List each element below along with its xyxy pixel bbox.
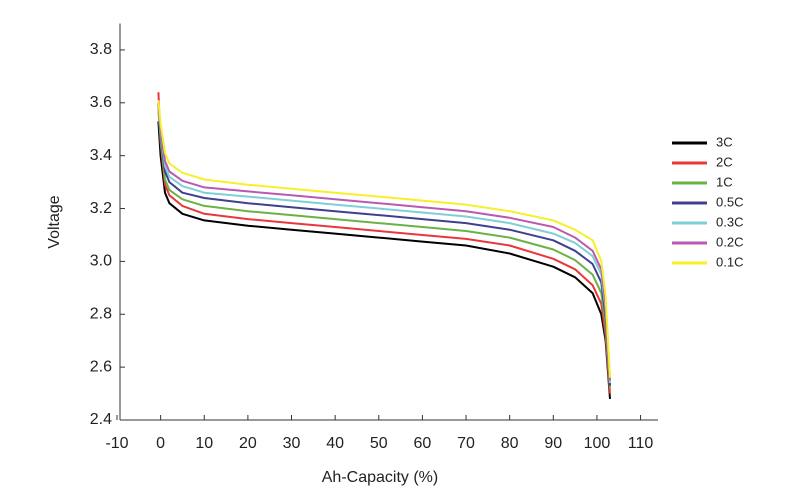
x-tick-label: 0 — [156, 435, 165, 452]
x-tick-label: -10 — [105, 435, 128, 452]
x-tick-label: 100 — [584, 435, 611, 452]
y-tick-label: 2.8 — [90, 305, 112, 322]
y-axis-label: Voltage — [46, 195, 63, 248]
legend-label: 3C — [716, 134, 733, 149]
x-tick-label: 80 — [501, 435, 519, 452]
series-line — [157, 110, 611, 389]
series-line — [157, 92, 611, 394]
x-tick-label: 10 — [195, 435, 213, 452]
y-tick-label: 2.6 — [90, 358, 112, 375]
x-tick-label: 90 — [544, 435, 562, 452]
y-tick-label: 3.6 — [90, 94, 112, 111]
series-line — [157, 100, 611, 378]
series-line — [157, 102, 611, 386]
series-line — [157, 105, 611, 381]
legend-label: 0.1C — [716, 254, 743, 269]
legend-label: 0.3C — [716, 214, 743, 229]
y-tick-label: 3.0 — [90, 253, 112, 270]
y-tick-label: 3.8 — [90, 41, 112, 58]
x-tick-label: 60 — [414, 435, 432, 452]
y-tick-label: 3.2 — [90, 200, 112, 217]
x-tick-label: 70 — [457, 435, 475, 452]
legend-label: 2C — [716, 154, 733, 169]
x-tick-label: 30 — [283, 435, 301, 452]
x-tick-label: 20 — [239, 435, 257, 452]
legend-label: 0.5C — [716, 194, 743, 209]
y-tick-label: 2.4 — [90, 411, 112, 428]
x-tick-label: 50 — [370, 435, 388, 452]
y-tick-label: 3.4 — [90, 147, 112, 164]
legend-label: 1C — [716, 174, 733, 189]
series-line — [157, 108, 611, 384]
x-axis-label: Ah-Capacity (%) — [322, 469, 438, 486]
x-tick-label: 110 — [628, 435, 654, 452]
series-line — [157, 121, 611, 399]
x-tick-label: 40 — [326, 435, 344, 452]
legend-label: 0.2C — [716, 234, 743, 249]
